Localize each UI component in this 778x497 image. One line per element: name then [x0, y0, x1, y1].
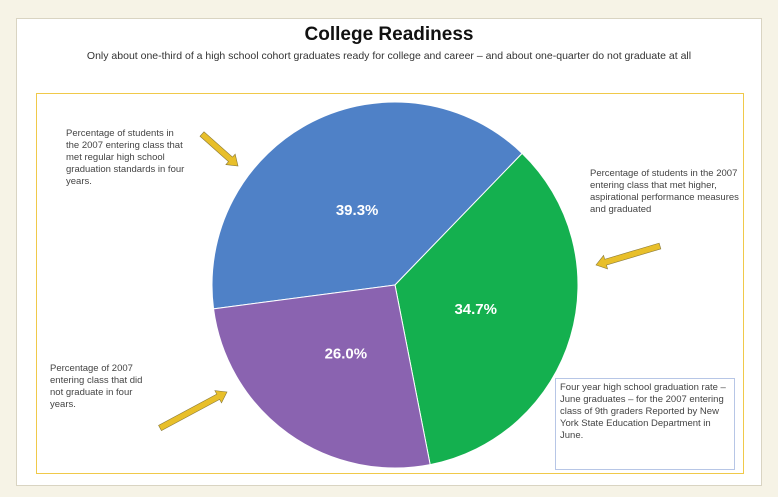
callout-arrow — [158, 390, 228, 432]
callout-arrow — [199, 131, 239, 167]
slice-label: 26.0% — [325, 345, 368, 362]
annotation-regular-standards: Percentage of students in the 2007 enter… — [66, 128, 185, 187]
graduation-rate-note: Four year high school graduation rate – … — [555, 378, 735, 470]
chart-subtitle: Only about one-third of a high school co… — [86, 50, 692, 62]
slice-label: 34.7% — [454, 301, 497, 318]
pie-slice — [394, 152, 579, 466]
slice-label: 39.3% — [336, 202, 379, 219]
annotation-higher-measures: Percentage of students in the 2007 enter… — [590, 168, 739, 215]
annotation-did-not-graduate: Percentage of 2007 entering class that d… — [50, 363, 143, 410]
pie-slice — [211, 101, 523, 310]
pie-slice — [212, 284, 431, 469]
chart-title: College Readiness — [304, 24, 474, 45]
callout-arrow — [595, 242, 662, 270]
